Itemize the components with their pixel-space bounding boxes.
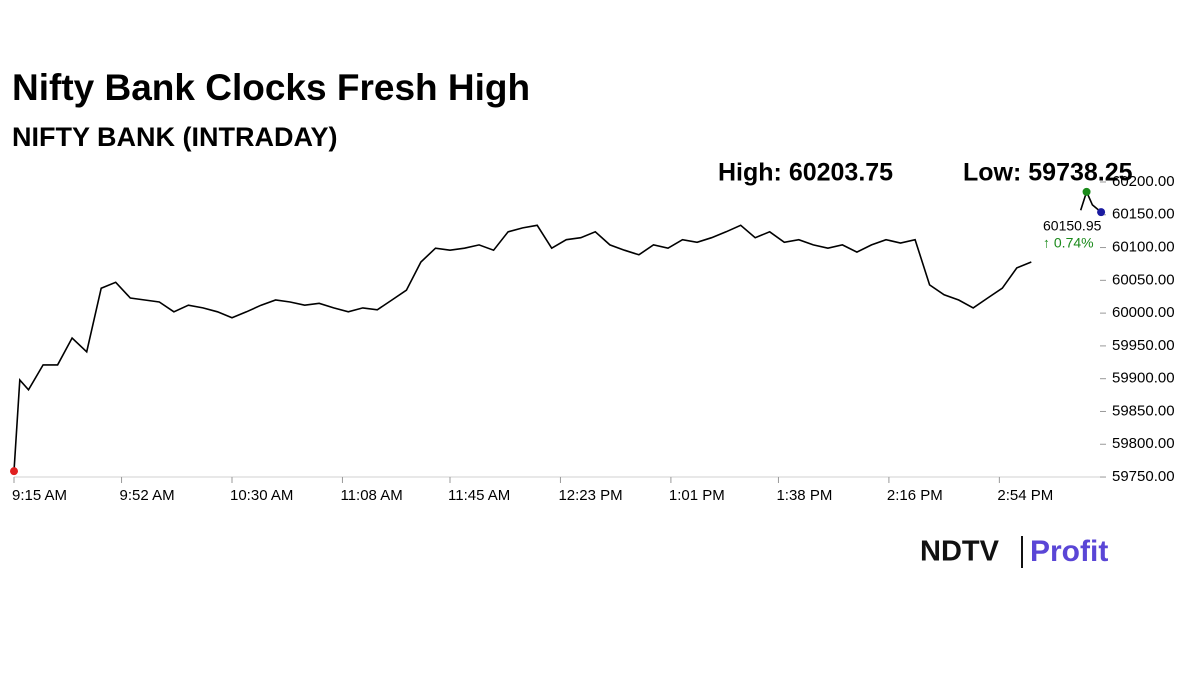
x-tick-label: 11:45 AM — [448, 487, 510, 504]
x-tick-label: 9:52 AM — [120, 487, 175, 504]
y-tick-label: 59900.00 — [1112, 370, 1175, 387]
first-marker — [10, 467, 18, 476]
chart-title: Nifty Bank Clocks Fresh High — [12, 67, 530, 108]
brand-right: Profit — [1030, 535, 1108, 568]
y-tick-label: 60200.00 — [1112, 173, 1175, 190]
x-tick-label: 9:15 AM — [12, 487, 67, 504]
low-annotation: Low: 59738.25 — [963, 159, 1133, 187]
high-annotation: High: 60203.75 — [718, 159, 893, 187]
y-tick-label: 59750.00 — [1112, 468, 1175, 485]
x-tick-label: 1:38 PM — [776, 487, 832, 504]
y-tick-label: 59950.00 — [1112, 337, 1175, 354]
change-label: ↑ 0.74% — [1043, 235, 1094, 251]
y-tick-label: 60000.00 — [1112, 304, 1175, 321]
x-tick-label: 1:01 PM — [669, 487, 725, 504]
x-tick-label: 10:30 AM — [230, 487, 293, 504]
x-tick-label: 2:16 PM — [887, 487, 943, 504]
x-tick-label: 2:54 PM — [997, 487, 1053, 504]
high-marker — [1082, 187, 1091, 196]
last-value-label: 60150.95 — [1043, 218, 1102, 234]
x-tick-label: 11:08 AM — [340, 487, 402, 504]
x-tick-label: 12:23 PM — [558, 487, 622, 504]
y-tick-label: 59800.00 — [1112, 435, 1175, 452]
chart-subtitle: NIFTY BANK (INTRADAY) — [12, 122, 338, 152]
brand-left: NDTV — [920, 536, 1000, 568]
y-tick-label: 60150.00 — [1112, 206, 1175, 223]
y-tick-label: 59850.00 — [1112, 402, 1175, 419]
price-line — [13, 189, 1102, 472]
y-tick-label: 60100.00 — [1112, 239, 1175, 256]
last-marker — [1097, 208, 1106, 217]
y-tick-label: 60050.00 — [1112, 271, 1175, 288]
